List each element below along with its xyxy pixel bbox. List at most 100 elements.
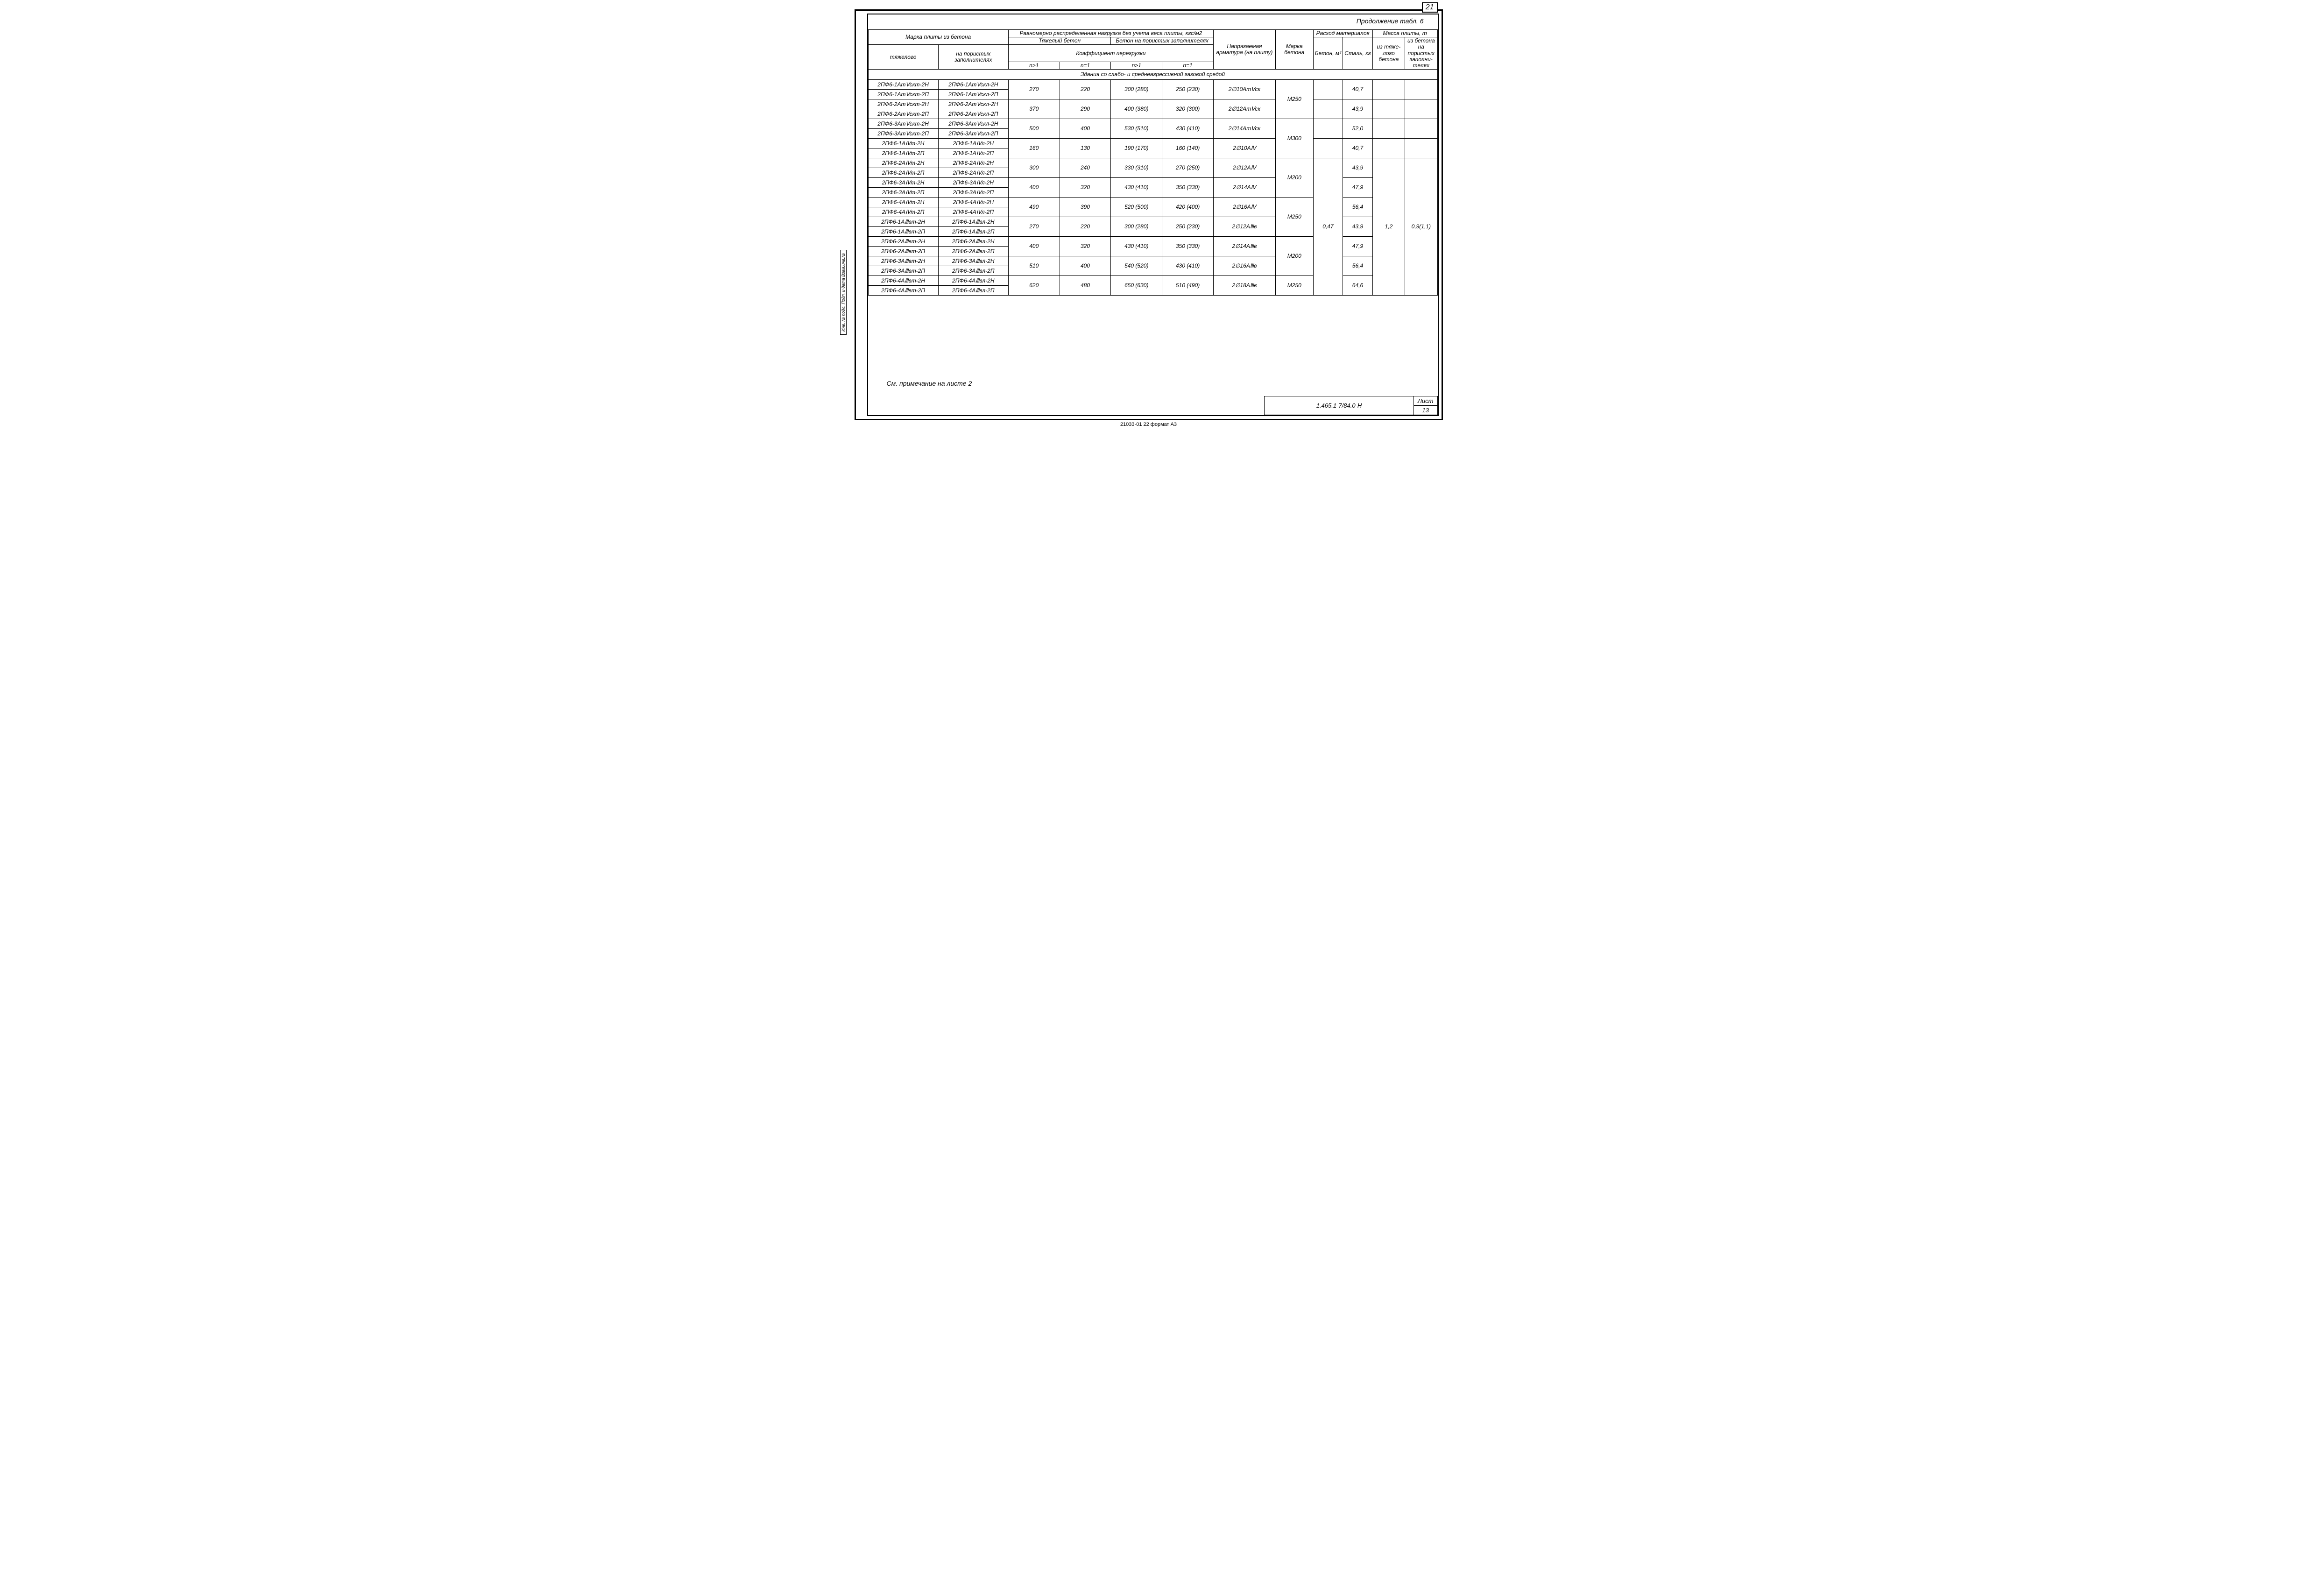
value-cell	[1313, 80, 1343, 99]
value-cell	[1405, 80, 1437, 99]
hdr-rebar: Напрягаемая арматура (на плиту)	[1213, 30, 1275, 70]
value-cell: 2∅16АⅣ	[1213, 198, 1275, 217]
value-cell: 270	[1008, 80, 1060, 99]
value-cell: М200	[1275, 158, 1313, 198]
mark-cell: 2ПФ6-1АⅣт-2Н	[868, 139, 938, 148]
list-label: Лист	[1414, 396, 1437, 406]
value-cell: 320	[1060, 237, 1111, 256]
value-cell: 540 (520)	[1111, 256, 1162, 276]
value-cell: 220	[1060, 80, 1111, 99]
value-cell: 300 (280)	[1111, 80, 1162, 99]
mark-cell: 2ПФ6-2АⅢвт-2П	[868, 247, 938, 256]
bottom-print: 21033-01 22 формат А3	[1120, 422, 1177, 427]
mark-cell: 2ПФ6-3АⅣл-2Н	[938, 178, 1008, 188]
mark-cell: 2ПФ6-1АⅢвт-2Н	[868, 217, 938, 227]
value-cell	[1405, 119, 1437, 139]
footnote: См. примечание на листе 2	[887, 380, 972, 387]
section-title: Здания со слабо- и среднеагрессивной газ…	[868, 70, 1437, 80]
mark-cell: 2ПФ6-2АтⅤскл-2Н	[938, 99, 1008, 109]
mark-cell: 2ПФ6-3АⅣт-2Н	[868, 178, 938, 188]
mark-cell: 2ПФ6-2АⅢвл-2Н	[938, 237, 1008, 247]
hdr-mass-heavy: из тяже-лого бетона	[1372, 37, 1405, 70]
value-cell: 430 (410)	[1111, 237, 1162, 256]
mark-cell: 2ПФ6-1АⅣл-2Н	[938, 139, 1008, 148]
value-cell: 400	[1060, 256, 1111, 276]
value-cell: 300 (280)	[1111, 217, 1162, 237]
value-cell: М300	[1275, 119, 1313, 158]
value-cell: М250	[1275, 198, 1313, 237]
mark-cell: 2ПФ6-2АⅣт-2Н	[868, 158, 938, 168]
mark-cell: 2ПФ6-2АⅣл-2Н	[938, 158, 1008, 168]
mark-cell: 2ПФ6-1АⅢвл-2П	[938, 227, 1008, 237]
mark-cell: 2ПФ6-1АтⅤскл-2П	[938, 90, 1008, 99]
mark-cell: 2ПФ6-1АⅢвт-2П	[868, 227, 938, 237]
mark-cell: 2ПФ6-3АⅣт-2П	[868, 188, 938, 198]
table-row: 2ПФ6-3АⅢвт-2Н2ПФ6-3АⅢвл-2Н510400540 (520…	[868, 256, 1437, 266]
value-cell: М250	[1275, 80, 1313, 119]
mark-cell: 2ПФ6-2АⅣл-2П	[938, 168, 1008, 178]
page-number-corner: 21	[1422, 2, 1438, 13]
mark-cell: 2ПФ6-4АⅢвт-2Н	[868, 276, 938, 286]
value-cell: 0,9(1,1)	[1405, 158, 1437, 296]
value-cell: 270	[1008, 217, 1060, 237]
value-cell: 480	[1060, 276, 1111, 296]
value-cell	[1372, 99, 1405, 119]
mark-cell: 2ПФ6-2АⅢвл-2П	[938, 247, 1008, 256]
value-cell: 300	[1008, 158, 1060, 178]
mark-cell: 2ПФ6-1АтⅤскт-2Н	[868, 80, 938, 90]
table-row: 2ПФ6-2АⅢвт-2Н2ПФ6-2АⅢвл-2Н400320430 (410…	[868, 237, 1437, 247]
value-cell: 190 (170)	[1111, 139, 1162, 158]
value-cell: 2∅14АⅣ	[1213, 178, 1275, 198]
hdr-load: Равномерно распределенная нагрузка без у…	[1008, 30, 1213, 37]
mark-cell: 2ПФ6-3АⅢвл-2П	[938, 266, 1008, 276]
mark-cell: 2ПФ6-1АⅢвл-2Н	[938, 217, 1008, 227]
section-row: Здания со слабо- и среднеагрессивной газ…	[868, 70, 1437, 80]
value-cell: 56,4	[1343, 256, 1373, 276]
table-continuation: Продолжение табл. 6	[1357, 17, 1424, 25]
value-cell	[1313, 99, 1343, 119]
value-cell	[1372, 119, 1405, 139]
mark-cell: 2ПФ6-1АтⅤскл-2Н	[938, 80, 1008, 90]
value-cell: 43,9	[1343, 158, 1373, 178]
value-cell: 490	[1008, 198, 1060, 217]
value-cell: 620	[1008, 276, 1060, 296]
value-cell: 520 (500)	[1111, 198, 1162, 217]
value-cell: 1,2	[1372, 158, 1405, 296]
table-row: 2ПФ6-4АⅢвт-2Н2ПФ6-4АⅢвл-2Н620480650 (630…	[868, 276, 1437, 286]
value-cell: 56,4	[1343, 198, 1373, 217]
mark-cell: 2ПФ6-3АтⅤскл-2Н	[938, 119, 1008, 129]
table-row: 2ПФ6-3АтⅤскт-2Н2ПФ6-3АтⅤскл-2Н500400530 …	[868, 119, 1437, 129]
value-cell	[1372, 139, 1405, 158]
title-block: 1.465.1-7/84.0-Н Лист 13	[1264, 396, 1437, 415]
mark-cell: 2ПФ6-2АтⅤскт-2Н	[868, 99, 938, 109]
value-cell: 250 (230)	[1162, 217, 1214, 237]
value-cell: 420 (400)	[1162, 198, 1214, 217]
mark-cell: 2ПФ6-1АтⅤскт-2П	[868, 90, 938, 99]
value-cell: 2∅10АⅣ	[1213, 139, 1275, 158]
hdr-coef: Коэффициент перегрузки	[1008, 45, 1213, 62]
value-cell: 290	[1060, 99, 1111, 119]
value-cell: 2∅18АⅢв	[1213, 276, 1275, 296]
mark-cell: 2ПФ6-2АтⅤскл-2П	[938, 109, 1008, 119]
value-cell: 160 (140)	[1162, 139, 1214, 158]
value-cell: 430 (410)	[1162, 256, 1214, 276]
value-cell: 40,7	[1343, 80, 1373, 99]
value-cell: М250	[1275, 276, 1313, 296]
value-cell: 430 (410)	[1111, 178, 1162, 198]
hdr-mark: Марка плиты из бетона	[868, 30, 1008, 45]
hdr-concrete-m3: Бетон, м³	[1313, 37, 1343, 70]
value-cell	[1405, 99, 1437, 119]
hdr-mass: Масса плиты, т	[1372, 30, 1437, 37]
value-cell: 350 (330)	[1162, 237, 1214, 256]
hdr-consumption: Расход материалов	[1313, 30, 1372, 37]
header-row-1: Марка плиты из бетона Равномерно распред…	[868, 30, 1437, 37]
main-table: Марка плиты из бетона Равномерно распред…	[868, 29, 1438, 296]
mark-cell: 2ПФ6-4АⅣл-2П	[938, 207, 1008, 217]
table-row: 2ПФ6-1АⅣт-2Н2ПФ6-1АⅣл-2Н160130190 (170)1…	[868, 139, 1437, 148]
value-cell: 400	[1060, 119, 1111, 139]
mark-cell: 2ПФ6-4АⅢвл-2П	[938, 286, 1008, 296]
value-cell	[1313, 139, 1343, 158]
value-cell	[1372, 80, 1405, 99]
mark-cell: 2ПФ6-2АⅢвт-2Н	[868, 237, 938, 247]
value-cell: 400	[1008, 178, 1060, 198]
